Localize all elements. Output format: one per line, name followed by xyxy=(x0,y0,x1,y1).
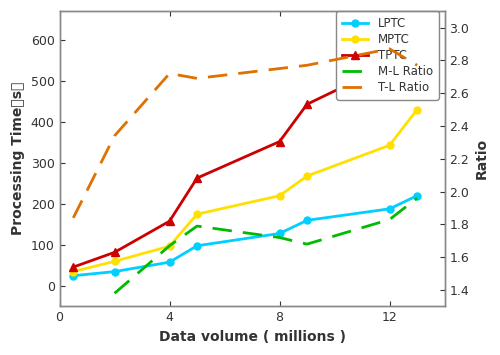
Line: MPTC: MPTC xyxy=(70,106,420,275)
T-L Ratio xyxy=(304,63,310,67)
MPTC xyxy=(70,269,76,274)
TPTC xyxy=(304,102,310,106)
M-L Ratio xyxy=(112,291,117,295)
TPTC xyxy=(276,140,282,144)
TPTC xyxy=(112,250,117,255)
Legend: LPTC, MPTC, TPTC, M-L Ratio, T-L Ratio: LPTC, MPTC, TPTC, M-L Ratio, T-L Ratio xyxy=(336,11,438,100)
T-L Ratio xyxy=(70,216,76,220)
M-L Ratio xyxy=(304,242,310,246)
MPTC xyxy=(386,143,392,147)
T-L Ratio xyxy=(194,76,200,81)
LPTC xyxy=(166,260,172,264)
LPTC xyxy=(304,218,310,223)
LPTC xyxy=(70,274,76,278)
T-L Ratio xyxy=(276,66,282,71)
M-L Ratio xyxy=(166,244,172,248)
X-axis label: Data volume ( millions ): Data volume ( millions ) xyxy=(158,330,346,344)
MPTC xyxy=(112,259,117,263)
MPTC xyxy=(166,244,172,248)
MPTC xyxy=(414,108,420,112)
Line: LPTC: LPTC xyxy=(70,192,420,279)
LPTC xyxy=(386,207,392,211)
LPTC xyxy=(112,269,117,274)
T-L Ratio xyxy=(414,63,420,67)
MPTC xyxy=(194,212,200,216)
Y-axis label: Processing Time（s）: Processing Time（s） xyxy=(11,82,25,235)
M-L Ratio xyxy=(276,235,282,240)
Line: T-L Ratio: T-L Ratio xyxy=(74,49,417,218)
TPTC xyxy=(166,219,172,223)
LPTC xyxy=(276,231,282,236)
MPTC xyxy=(276,193,282,198)
MPTC xyxy=(304,174,310,178)
LPTC xyxy=(414,193,420,198)
M-L Ratio xyxy=(194,224,200,228)
M-L Ratio xyxy=(386,217,392,222)
M-L Ratio xyxy=(414,196,420,200)
LPTC xyxy=(194,244,200,248)
T-L Ratio xyxy=(112,134,117,138)
TPTC xyxy=(414,35,420,39)
Line: M-L Ratio: M-L Ratio xyxy=(114,198,417,293)
TPTC xyxy=(70,265,76,269)
T-L Ratio xyxy=(166,71,172,76)
Line: TPTC: TPTC xyxy=(69,33,422,271)
TPTC xyxy=(386,62,392,67)
T-L Ratio xyxy=(386,47,392,51)
TPTC xyxy=(194,176,200,180)
Y-axis label: Ratio: Ratio xyxy=(475,138,489,179)
